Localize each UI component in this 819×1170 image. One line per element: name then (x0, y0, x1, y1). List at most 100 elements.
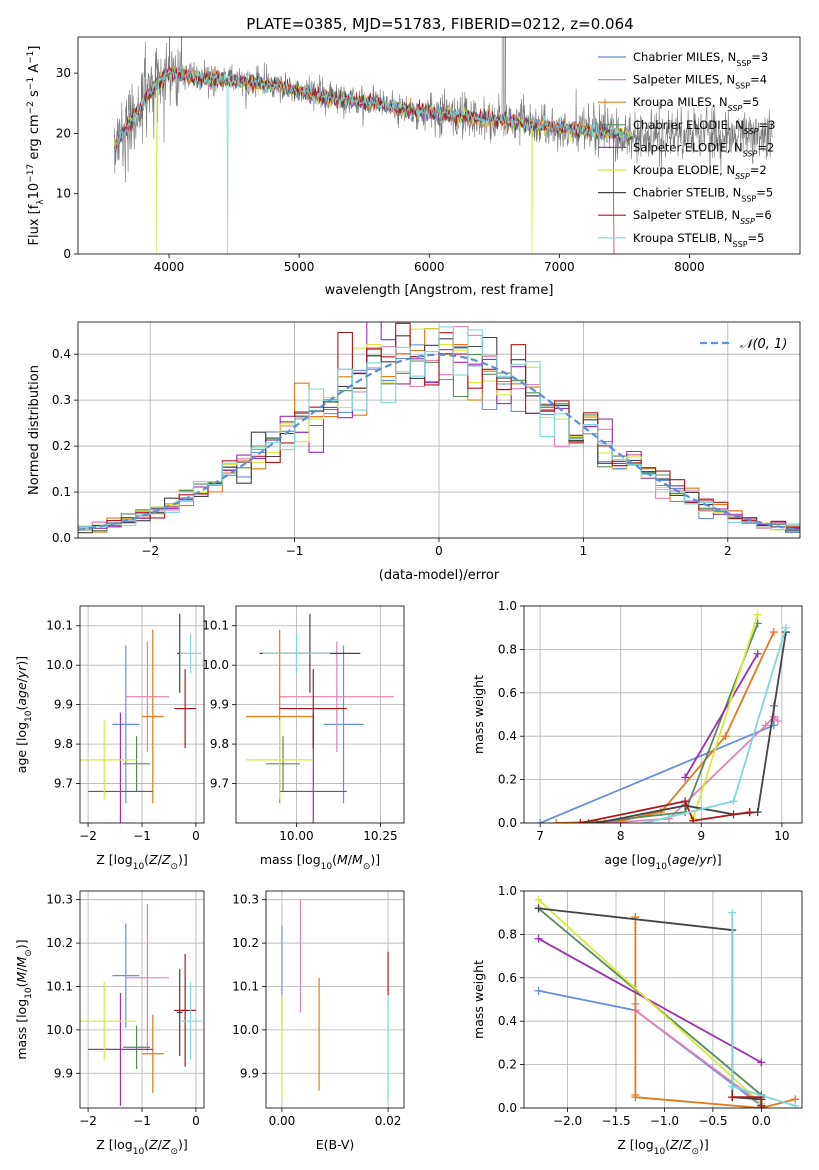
weight-marker-5 (534, 895, 543, 904)
x-tick-label: 0 (192, 1114, 200, 1128)
y-tick-label: 0.0 (498, 816, 517, 830)
y-tick-label: 9.9 (54, 1066, 73, 1080)
y-tick-label: 10.1 (46, 619, 73, 633)
x-tick-label: −1.0 (650, 1114, 679, 1128)
weight-marker-4 (534, 934, 543, 943)
plot-area-age_vs_Z (80, 613, 202, 823)
y-tick-label: 0 (63, 247, 71, 261)
y-tick-label: 9.9 (54, 698, 73, 712)
x-axis-label: mass [log10(M/M⊙)] (260, 852, 380, 872)
weight-marker-1 (773, 717, 782, 726)
axes-frame (523, 890, 803, 1109)
y-tick-label: 1.0 (498, 599, 517, 613)
x-tick-label: 8 (617, 829, 625, 843)
weight-line-0 (539, 705, 775, 823)
y-tick-label: 9.7 (210, 777, 229, 791)
weight-marker-7 (689, 816, 698, 823)
x-tick-label: −1 (133, 1114, 151, 1128)
weight-marker-1 (761, 721, 770, 730)
legend-gaussian-label: 𝒩(0, 1) (740, 337, 787, 352)
y-tick-label: 0.4 (52, 347, 71, 361)
x-tick-label: −2 (141, 544, 159, 558)
y-tick-label: 10.1 (232, 979, 259, 993)
y-axis-label: Flux [fλ10−17 erg cm−2 s−1 A−1] (26, 46, 46, 246)
legend-label-6: Chabrier STELIB, NSSP=5 (633, 186, 773, 204)
x-tick-label: −2.0 (553, 1114, 582, 1128)
y-tick-label: 0.1 (52, 485, 71, 499)
weight-marker-8 (728, 908, 737, 917)
x-tick-label: 8000 (674, 260, 705, 274)
y-tick-label: 10.3 (46, 893, 73, 907)
x-axis-label: wavelength [Angstrom, rest frame] (325, 283, 554, 298)
y-tick-label: 10.2 (46, 936, 73, 950)
panel-age_vs_Z: −2 −1 0 9.7 9.8 9.9 10.0 10.1 Z [log10(Z/Z⊙)] age… (14, 605, 205, 872)
weight-line-2 (634, 917, 796, 1108)
y-tick-label: 10.0 (46, 658, 73, 672)
weight-marker-7 (757, 1101, 766, 1108)
gaussian-curve (78, 353, 800, 531)
weight-marker-2 (631, 1093, 640, 1102)
plot-area-residuals (78, 322, 800, 534)
y-tick-label: 9.8 (54, 737, 73, 751)
y-tick-label: 10.0 (232, 1023, 259, 1037)
y-tick-label: 10.1 (46, 979, 73, 993)
y-tick-label: 0.8 (498, 927, 517, 941)
weight-marker-3 (584, 819, 593, 823)
y-axis-label: age [log10(age/yr)] (14, 656, 34, 773)
y-axis-label: mass weight (471, 675, 486, 754)
axes-frame (235, 605, 405, 824)
y-tick-label: 0.2 (498, 773, 517, 787)
x-axis-label: E(B-V) (316, 1137, 355, 1152)
y-tick-label: 10.2 (232, 936, 259, 950)
weight-line-5 (692, 614, 759, 819)
y-tick-label: 0.2 (498, 1058, 517, 1072)
weight-marker-5 (753, 610, 762, 619)
x-tick-label: 5000 (284, 260, 315, 274)
x-axis-label: Z [log10(Z/Z⊙)] (96, 852, 188, 872)
y-tick-label: 10.0 (202, 658, 229, 672)
x-tick-label: 0 (192, 829, 200, 843)
y-tick-label: 0.6 (498, 686, 517, 700)
x-tick-label: −1 (133, 829, 151, 843)
hist-legend: 𝒩(0, 1) (700, 337, 787, 352)
plot-area-weight_vs_age (536, 610, 790, 823)
axes-frame (79, 890, 205, 1109)
legend-label-2: Kroupa MILES, NSSP=5 (633, 95, 759, 113)
weight-line-4 (684, 653, 759, 778)
weight-marker-7 (728, 1093, 737, 1102)
x-axis-label: age [log10(age/yr)] (604, 852, 721, 872)
x-axis-label: (data-model)/error (379, 568, 500, 583)
x-tick-label: 4000 (154, 260, 185, 274)
weight-marker-6 (534, 904, 543, 913)
spectrum-model-8 (114, 66, 633, 254)
x-tick-label: −1 (286, 544, 304, 558)
x-tick-label: 7 (536, 829, 544, 843)
y-axis-label: mass [log10(M/M⊙)] (14, 939, 34, 1059)
x-tick-label: −2 (79, 1114, 97, 1128)
x-tick-label: 10 (774, 829, 789, 843)
weight-marker-2 (769, 628, 778, 637)
weight-marker-7 (745, 808, 754, 817)
legend-label-3: Chabrier ELODIE, NSSP=3 (633, 118, 775, 136)
weight-marker-4 (681, 773, 690, 782)
legend-label-5: Kroupa ELODIE, NSSP=2 (633, 163, 767, 181)
weight-marker-4 (757, 1058, 766, 1067)
x-tick-label: 6000 (414, 260, 445, 274)
x-tick-label: −2 (79, 829, 97, 843)
panel-age_vs_mass: 10.00 10.25 9.7 9.8 9.9 10.0 10.1 mass [log10(M… (202, 605, 405, 872)
panel-weight_vs_age: 7 8 9 10 0.0 0.2 0.4 0.6 0.8 1.0 age [log10(age/yr… (471, 599, 803, 872)
y-tick-label: 9.7 (54, 777, 73, 791)
panel-mass_vs_Z: −2 −1 0 9.9 10.0 10.1 10.2 10.3 Z [log10(Z/Z⊙)] m… (14, 890, 205, 1157)
y-tick-label: 9.8 (210, 737, 229, 751)
axes-frame (79, 605, 205, 824)
y-tick-label: 10.3 (232, 893, 259, 907)
figure-title: PLATE=0385, MJD=51783, FIBERID=0212, z=0… (246, 15, 633, 33)
weight-marker-8 (728, 1082, 737, 1091)
axes-frame (77, 321, 801, 539)
x-tick-label: −1.5 (601, 1114, 630, 1128)
legend-label-0: Chabrier MILES, NSSP=3 (633, 50, 768, 68)
weight-marker-6 (753, 808, 762, 817)
y-tick-label: 30 (56, 66, 71, 80)
plot-area-weight_vs_Z (534, 895, 800, 1108)
